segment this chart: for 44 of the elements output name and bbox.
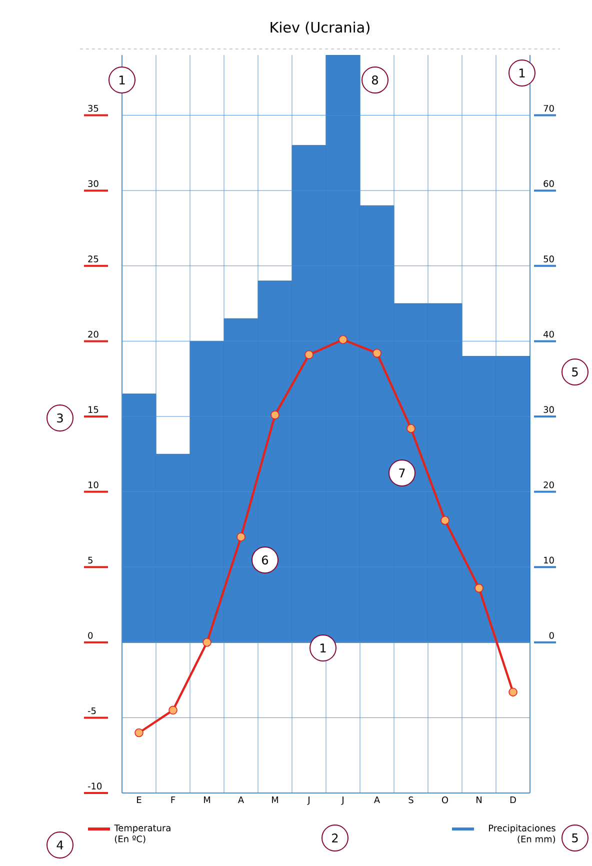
text: 2: [332, 834, 338, 842]
y-tick-label: 35: [88, 104, 98, 112]
y-tick-label: 20: [88, 330, 98, 338]
x-tick-label: F: [171, 796, 176, 804]
annotation: 1: [320, 644, 326, 652]
x-tick-label: M: [272, 796, 278, 804]
text: 3: [57, 413, 63, 423]
x-tick-label: E: [137, 796, 142, 804]
y-tick-label: 15: [88, 406, 98, 413]
x-tick-label: D: [510, 796, 516, 804]
annotation: 1: [520, 68, 525, 78]
x-tick-label: O: [442, 796, 448, 804]
x-tick-label: J: [341, 796, 344, 805]
chart-title: Kiev (Ucrania): [270, 22, 370, 34]
y2-tick-label: 20: [544, 481, 554, 488]
y2-tick-label: 60: [544, 180, 554, 188]
y-tick-label: 0: [88, 632, 93, 639]
legend-label: Precipitaciones (En mm): [489, 824, 556, 844]
x-tick-label: A: [374, 796, 380, 804]
annotation: 7: [399, 468, 405, 478]
legend-label: Temperatura (En ºC): [114, 824, 170, 844]
y2-tick-label: 10: [544, 556, 554, 564]
x-tick-label: M: [204, 796, 210, 804]
y-tick-label: -5: [88, 708, 96, 714]
x-tick-label: A: [238, 796, 244, 804]
text: 4: [56, 840, 64, 850]
y-tick-label: 5: [88, 556, 92, 564]
y2-tick-label: 40: [544, 330, 554, 338]
annotation: 6: [262, 555, 268, 565]
y-tick-label: 10: [88, 481, 98, 488]
y2-tick-label: 50: [544, 256, 554, 262]
text: 5: [572, 834, 578, 842]
text: 5: [572, 368, 578, 376]
x-tick-label: J: [307, 796, 310, 805]
y2-tick-label: 30: [544, 406, 554, 413]
y-tick-label: -10: [88, 782, 102, 790]
annotation: 8: [372, 75, 378, 85]
y-tick-label: 30: [88, 180, 98, 188]
y2-tick-label: 0: [549, 632, 554, 639]
x-tick-label: N: [476, 796, 482, 804]
x-tick-label: S: [408, 796, 414, 804]
y2-tick-label: 70: [544, 104, 554, 112]
annotation: 1: [120, 76, 125, 84]
y-tick-label: 25: [88, 256, 98, 262]
